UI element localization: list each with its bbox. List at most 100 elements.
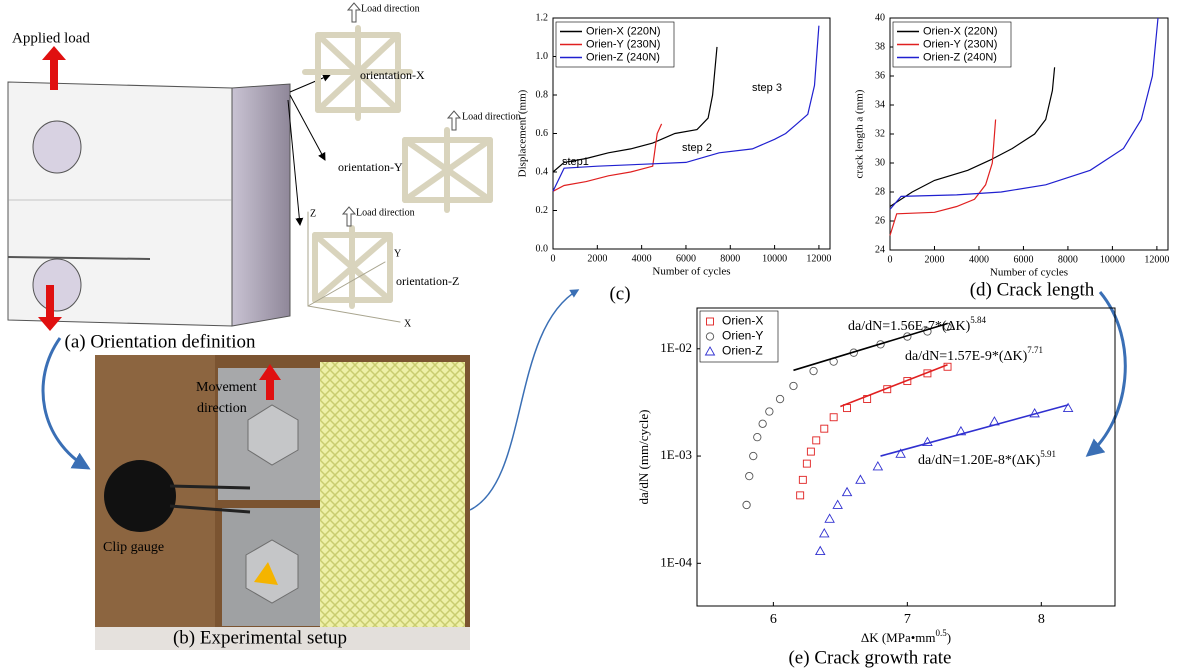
- annotation: direction: [197, 401, 247, 416]
- data-point: [746, 472, 753, 479]
- y-tick-label: 32: [875, 128, 885, 139]
- axis-letter: Z: [310, 208, 316, 219]
- data-point: [833, 500, 842, 508]
- y-tick-label: 0.0: [536, 243, 549, 254]
- equation: da/dN=1.56E-7*(ΔK): [848, 319, 971, 334]
- legend-label: Orien-X (220N): [923, 25, 998, 37]
- lattice-y: [405, 130, 490, 210]
- y-axis-label: crack length a (mm): [854, 89, 866, 178]
- fit-equation: da/dN=1.20E-8*(ΔK)5.91: [918, 449, 1056, 468]
- x-axis-label-part: ): [947, 630, 951, 645]
- legend-label: Orien-X (220N): [586, 25, 661, 37]
- exponent: 5.91: [1040, 449, 1056, 459]
- exponent: 7.71: [1027, 345, 1043, 355]
- x-axis-label-part: 0.5: [936, 628, 948, 638]
- x-axis-label: ΔK (MPa•mm0.5): [861, 628, 951, 645]
- y-tick-label: 34: [875, 99, 885, 110]
- y-tick-label: 30: [875, 157, 885, 168]
- y-tick-label: 0.2: [536, 205, 549, 216]
- data-point: [843, 488, 852, 496]
- y-tick-label: 0.8: [536, 89, 549, 100]
- legend-label: Orien-X: [722, 314, 763, 328]
- orientation-arrows: [288, 75, 330, 225]
- annotation: Applied load: [12, 30, 90, 46]
- annotation: orientation-Y: [338, 160, 403, 174]
- y-tick-label: 1.2: [536, 12, 549, 23]
- figure: Applied load Load direction Load directi…: [0, 0, 1184, 671]
- annotation: Load direction: [361, 3, 420, 14]
- data-point: [856, 475, 865, 483]
- x-axis-label: Number of cycles: [652, 266, 730, 278]
- data-point: [825, 514, 834, 522]
- data-line: [890, 67, 1055, 206]
- legend-label: Orien-Z (240N): [586, 51, 660, 63]
- annotation: orientation-Z: [396, 274, 459, 288]
- legend-label: Orien-Y: [722, 329, 763, 343]
- x-tick-label: 10000: [762, 253, 787, 264]
- data-point: [790, 382, 797, 389]
- annotation: step1: [562, 156, 589, 168]
- x-tick-label: 12000: [806, 253, 831, 264]
- x-tick-label: 6: [770, 612, 777, 627]
- data-point: [750, 452, 757, 459]
- legend-label: Orien-Y (230N): [923, 38, 997, 50]
- y-axis-label: da/dN (mm/cycle): [636, 410, 651, 505]
- data-point: [810, 367, 817, 374]
- data-point: [873, 462, 882, 470]
- data-point: [803, 460, 810, 467]
- caption: (d) Crack length: [970, 279, 1095, 300]
- y-tick-label: 1E-03: [660, 447, 692, 462]
- fit-equation: da/dN=1.57E-9*(ΔK)7.71: [905, 345, 1043, 364]
- x-tick-label: 12000: [1144, 254, 1169, 265]
- data-point: [821, 425, 828, 432]
- y-tick-label: 28: [875, 186, 885, 197]
- caption: (b) Experimental setup: [173, 627, 347, 648]
- axis-letter: Y: [394, 248, 401, 259]
- x-tick-label: 6000: [1013, 254, 1033, 265]
- annotation: Clip gauge: [103, 540, 164, 555]
- annotation: Load direction: [356, 207, 415, 218]
- y-axis-label: Displacement (mm): [517, 89, 529, 177]
- equation: da/dN=1.20E-8*(ΔK): [918, 453, 1041, 468]
- x-tick-label: 8000: [1058, 254, 1078, 265]
- annotation: step 2: [682, 142, 712, 154]
- fit-line: [840, 365, 947, 407]
- caption: (c): [609, 283, 630, 304]
- data-point: [743, 501, 750, 508]
- y-tick-label: 0.4: [536, 166, 549, 177]
- data-point: [754, 433, 761, 440]
- x-tick-label: 0: [551, 253, 556, 264]
- data-point: [766, 408, 773, 415]
- equation: da/dN=1.57E-9*(ΔK): [905, 349, 1028, 364]
- x-tick-label: 8: [1038, 612, 1045, 627]
- annotation: Load direction: [462, 111, 521, 122]
- x-tick-label: 4000: [632, 253, 652, 264]
- lattice-z: [308, 212, 400, 322]
- data-point: [816, 547, 825, 555]
- data-point: [759, 420, 766, 427]
- specimen: [8, 46, 290, 331]
- legend-label: Orien-Z (240N): [923, 51, 997, 63]
- y-tick-label: 36: [875, 70, 885, 81]
- y-tick-label: 40: [875, 12, 885, 23]
- annotation: orientation-X: [360, 68, 425, 82]
- y-tick-label: 1E-04: [660, 554, 692, 569]
- data-point: [944, 363, 951, 370]
- fit-equation: da/dN=1.56E-7*(ΔK)5.84: [848, 315, 987, 334]
- data-point: [776, 395, 783, 402]
- data-point: [820, 529, 829, 537]
- x-tick-label: 8000: [720, 253, 740, 264]
- data-point: [807, 448, 814, 455]
- caption: (e) Crack growth rate: [788, 647, 951, 668]
- x-tick-label: 2000: [587, 253, 607, 264]
- y-tick-label: 0.6: [536, 128, 549, 139]
- legend-label: Orien-Y (230N): [586, 38, 660, 50]
- y-tick-label: 1.0: [536, 51, 549, 62]
- y-tick-label: 1E-02: [660, 340, 692, 355]
- annotation: Movement: [196, 380, 257, 395]
- legend-label: Orien-Z: [722, 344, 763, 358]
- data-point: [830, 414, 837, 421]
- y-tick-label: 38: [875, 41, 885, 52]
- x-tick-label: 10000: [1100, 254, 1125, 265]
- data-point: [1064, 404, 1073, 412]
